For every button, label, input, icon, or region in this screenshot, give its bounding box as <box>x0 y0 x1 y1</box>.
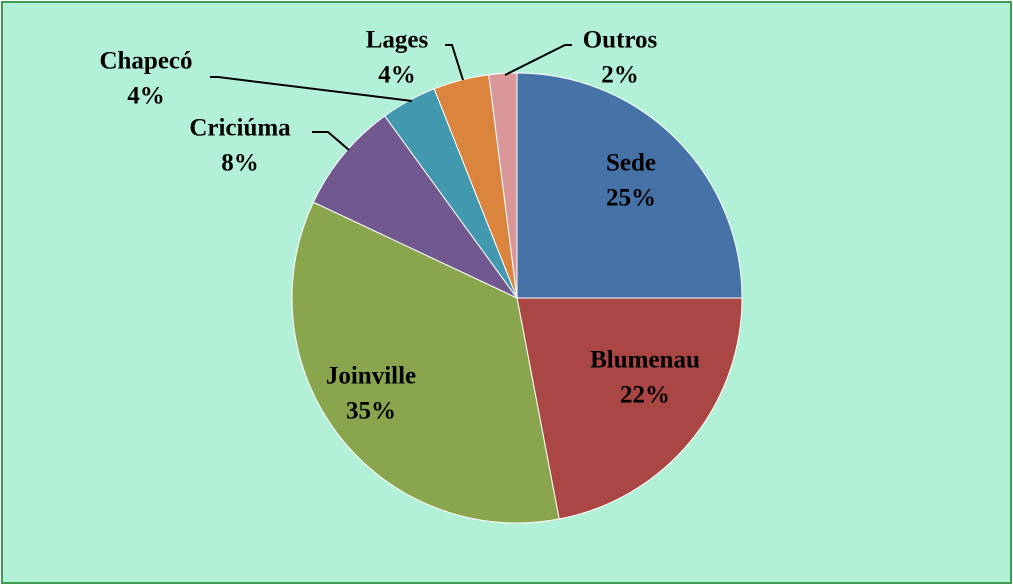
pie-slice <box>291 201 560 524</box>
slice-value-label: 4% <box>127 83 165 110</box>
leader-line <box>210 76 413 102</box>
slice-value-label: 35% <box>346 398 396 425</box>
leader-line <box>504 44 572 76</box>
slice-value-label: 8% <box>221 150 259 177</box>
slice-value-label: 25% <box>606 185 656 212</box>
leader-line <box>312 131 350 151</box>
slice-label: Outros <box>583 27 658 54</box>
slice-label: Criciúma <box>189 115 291 142</box>
slice-value-label: 4% <box>378 62 416 89</box>
slice-value-label: 2% <box>601 62 639 89</box>
pie-slice <box>516 72 743 299</box>
pie-slice <box>312 115 518 299</box>
slice-label: Sede <box>606 150 656 177</box>
slice-label: Joinville <box>326 363 416 390</box>
leader-line <box>445 44 464 81</box>
slice-value-label: 22% <box>620 382 670 409</box>
slice-label: Lages <box>366 27 429 54</box>
pie-slice <box>488 72 518 299</box>
pie-slice <box>516 297 743 520</box>
slice-label: Blumenau <box>590 347 700 374</box>
slice-label: Chapecó <box>99 48 192 75</box>
